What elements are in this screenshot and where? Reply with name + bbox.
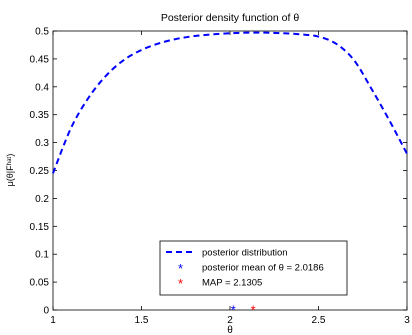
y-tick-label: 0.05 [30,278,50,289]
x-axis-label: θ [227,325,233,335]
y-tick-label: 0.25 [30,166,50,177]
chart-title: Posterior density function of θ [161,12,299,24]
posterior-distribution-line [52,31,408,174]
y-tick-label: 0.15 [30,222,50,233]
y-tick-label: 0.5 [35,27,49,38]
y-axis-ticks: 0 0.05 0.1 0.15 0.2 0.25 0.3 0.35 0.4 0.45 0.5 [30,27,407,317]
legend-label-map: MAP = 2.1305 [202,278,262,289]
marker-points: * * [231,303,256,318]
x-tick-label: 2 [227,315,233,326]
y-tick-label: 0.2 [35,194,49,205]
legend-label-posterior-distribution: posterior distribution [202,248,288,259]
legend: posterior distribution * posterior mean … [159,240,348,296]
y-axis-label: μ(θ|Fʰᵃᵗ) [5,154,15,187]
x-tick-label: 2.5 [312,315,326,326]
y-tick-label: 0.1 [35,250,49,261]
y-tick-label: 0.45 [30,54,50,65]
legend-marker-map: * [178,276,183,291]
x-tick-label: 1 [50,315,56,326]
y-tick-label: 0.35 [30,110,50,121]
legend-box [159,240,348,296]
legend-label-posterior-mean: posterior mean of θ = 2.0186 [202,263,324,274]
legend-marker-posterior-mean: * [178,261,183,276]
x-tick-label: 1.5 [135,315,149,326]
y-tick-label: 0 [43,306,49,317]
posterior-mean-marker: * [231,303,236,318]
x-tick-label: 3 [404,315,410,326]
y-tick-label: 0.4 [35,82,49,93]
y-tick-label: 0.3 [35,138,49,149]
x-axis-ticks: 1 1.5 2 2.5 3 [50,31,410,326]
map-marker: * [251,303,256,318]
